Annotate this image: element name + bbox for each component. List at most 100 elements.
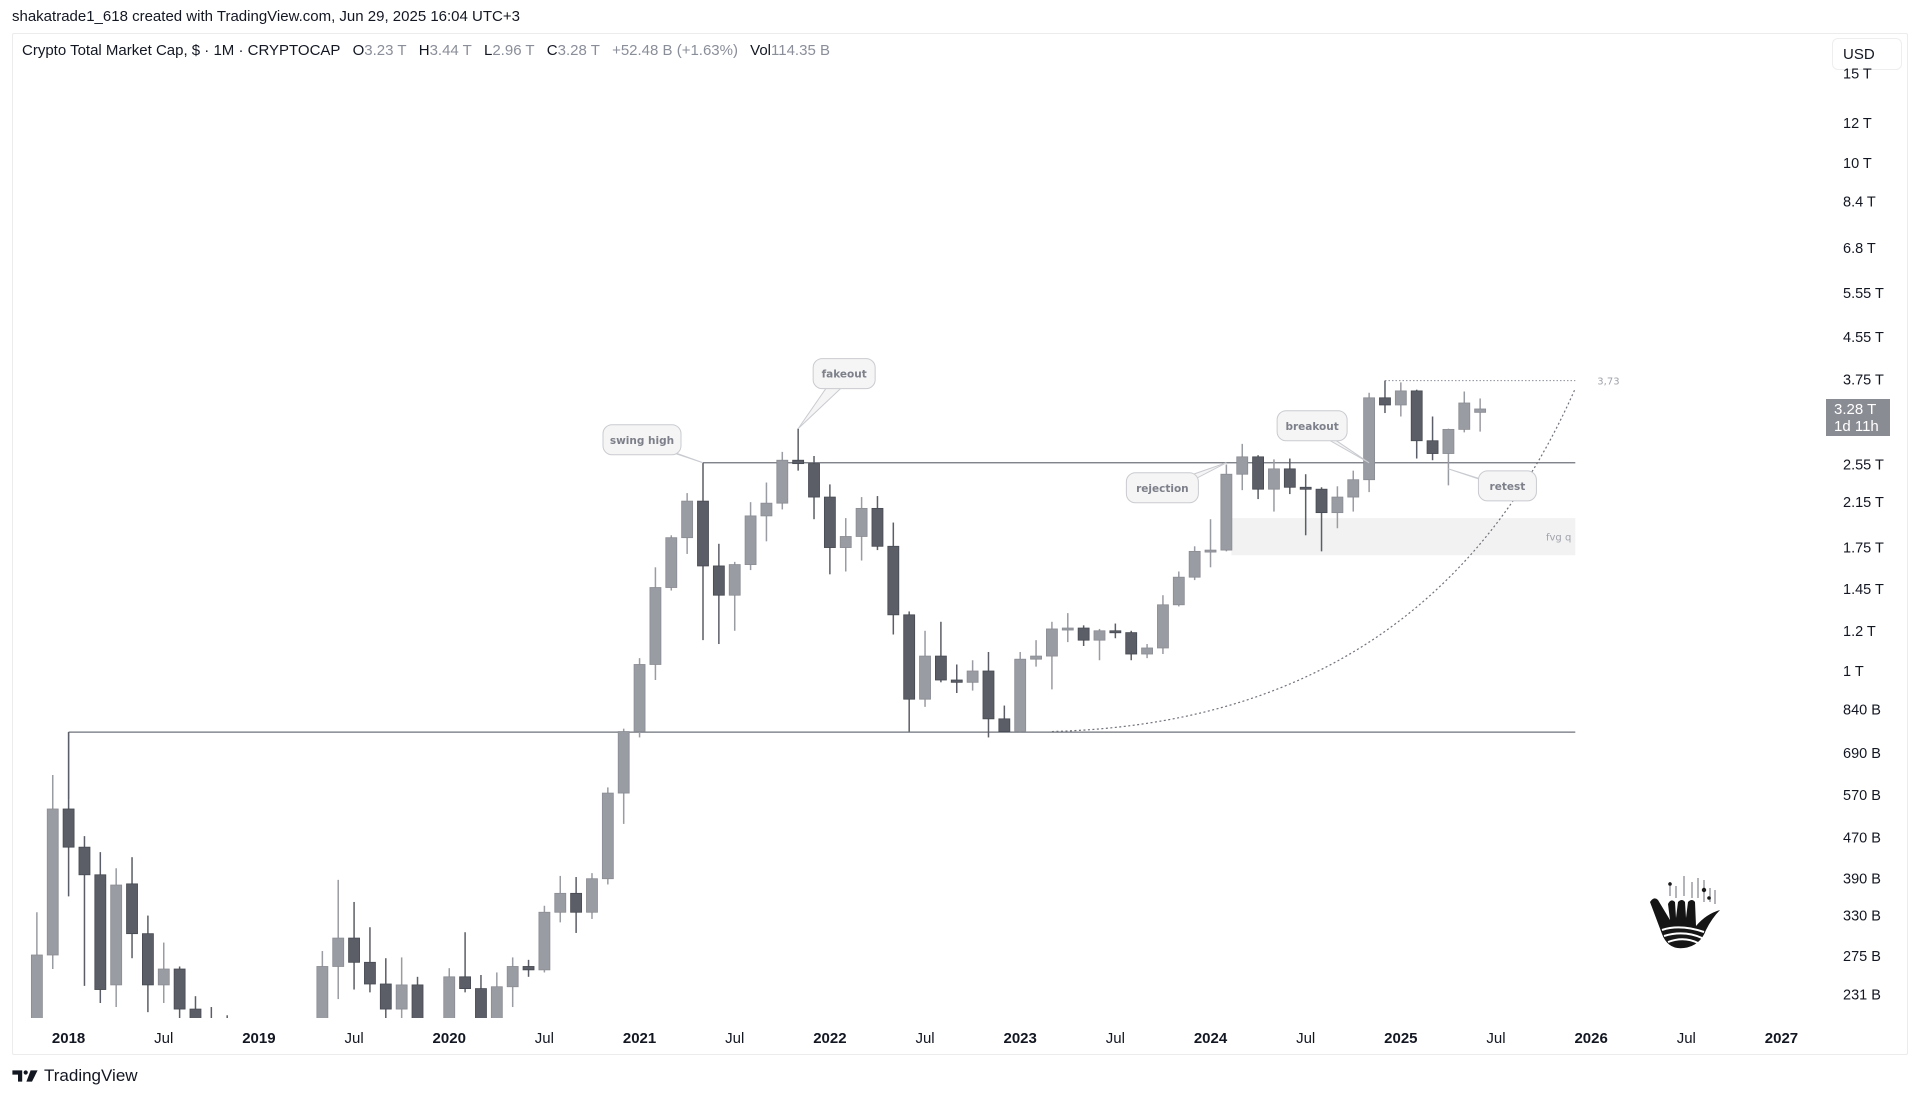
candle-2021-04[interactable]: [681, 493, 694, 554]
candle-2024-09[interactable]: [1331, 486, 1344, 529]
symbol-info-bar: Crypto Total Market Cap, $ · 1M · CRYPTO…: [22, 42, 838, 59]
candle-2025-06[interactable]: [1474, 398, 1487, 432]
candle-2019-05[interactable]: [316, 951, 329, 1054]
candle-2021-08[interactable]: [744, 502, 757, 571]
currency-button[interactable]: USD: [1832, 38, 1902, 70]
symbol-description[interactable]: Crypto Total Market Cap, $ · 1M · CRYPTO…: [22, 42, 341, 59]
candle-2018-07[interactable]: [157, 942, 170, 1004]
fvg-zone[interactable]: [1231, 518, 1576, 556]
volume-value: 114.35 B: [771, 42, 830, 59]
candle-2019-07[interactable]: [348, 901, 360, 990]
annotation-rejection[interactable]: rejection: [1125, 462, 1227, 504]
candle-2021-05[interactable]: [697, 462, 709, 641]
candle-2018-11[interactable]: [222, 1015, 233, 1054]
candle-2019-11[interactable]: [411, 976, 424, 1038]
candle-2018-03[interactable]: [94, 852, 107, 1004]
candle-2019-10[interactable]: [395, 957, 408, 1026]
candle-2020-04[interactable]: [490, 972, 503, 1054]
candle-2023-07[interactable]: [1109, 623, 1122, 639]
annotation-retest[interactable]: retest: [1448, 468, 1537, 502]
candle-2017-12[interactable]: [46, 775, 59, 970]
candle-2023-03[interactable]: [1046, 621, 1058, 690]
annotation-fakeout[interactable]: fakeout: [797, 358, 876, 430]
candle-2023-08[interactable]: [1125, 630, 1138, 661]
candle-2022-04[interactable]: [871, 496, 884, 551]
candle-2020-10[interactable]: [586, 873, 598, 919]
candle-2020-12[interactable]: [617, 728, 630, 824]
candle-2023-12[interactable]: [1188, 546, 1201, 581]
candle-2022-09[interactable]: [950, 664, 963, 694]
candle-2019-08[interactable]: [364, 927, 376, 993]
candle-2023-11[interactable]: [1172, 571, 1185, 607]
candle-2024-04[interactable]: [1252, 455, 1264, 500]
candle-2022-01[interactable]: [823, 484, 836, 575]
candle-2023-04[interactable]: [1061, 613, 1074, 643]
candle-2022-10[interactable]: [966, 660, 979, 691]
candle-2020-01[interactable]: [443, 968, 456, 1040]
candle-2018-09[interactable]: [189, 996, 202, 1037]
candle-2025-01[interactable]: [1394, 382, 1407, 417]
candle-2023-05[interactable]: [1077, 625, 1090, 646]
candle-2018-08[interactable]: [173, 966, 186, 1030]
candle-2018-01[interactable]: [62, 732, 75, 897]
candle-2018-06[interactable]: [141, 915, 154, 1013]
candle-2022-05[interactable]: [887, 522, 900, 635]
candle-2021-10[interactable]: [776, 451, 789, 510]
annotation-swing-high[interactable]: swing high: [602, 424, 704, 464]
candle-2020-11[interactable]: [601, 787, 614, 885]
candle-2025-05[interactable]: [1458, 391, 1471, 433]
candle-2024-03[interactable]: [1236, 443, 1249, 491]
candle-2020-07[interactable]: [538, 905, 551, 973]
candle-2017-11[interactable]: [30, 912, 43, 1054]
candle-2025-03[interactable]: [1426, 416, 1439, 461]
candle-2020-03[interactable]: [475, 975, 487, 1054]
candle-2021-11[interactable]: [792, 428, 805, 471]
candle-2023-06[interactable]: [1093, 628, 1106, 661]
candle-2024-06[interactable]: [1283, 458, 1296, 495]
candle-2020-02[interactable]: [459, 932, 472, 993]
candle-2021-12[interactable]: [808, 456, 820, 520]
candle-2020-05[interactable]: [506, 957, 519, 1008]
candle-2021-06[interactable]: [712, 543, 725, 645]
candle-2025-02[interactable]: [1410, 389, 1423, 459]
candle-2020-09[interactable]: [570, 877, 583, 933]
candle-2020-08[interactable]: [554, 875, 567, 923]
candle-2024-12[interactable]: [1379, 380, 1391, 414]
candle-2021-03[interactable]: [665, 535, 678, 591]
time-axis-label: Jul: [1486, 1030, 1505, 1047]
candle-2024-01[interactable]: [1204, 519, 1217, 568]
candle-2021-09[interactable]: [760, 482, 773, 542]
candle-2025-04[interactable]: [1442, 428, 1455, 486]
candle-2023-01[interactable]: [1014, 651, 1027, 733]
candle-2022-11[interactable]: [982, 651, 995, 738]
candle-2023-02[interactable]: [1030, 640, 1042, 667]
candle-2023-09[interactable]: [1141, 644, 1153, 659]
candle-2021-02[interactable]: [649, 567, 662, 681]
annotation-breakout[interactable]: breakout: [1276, 410, 1370, 464]
candle-2021-01[interactable]: [633, 658, 646, 738]
candle-2018-04[interactable]: [110, 868, 123, 1008]
candle-2022-03[interactable]: [855, 497, 868, 561]
candle-2024-05[interactable]: [1268, 459, 1280, 512]
candle-2024-10[interactable]: [1347, 470, 1360, 512]
candle-2024-11[interactable]: [1363, 392, 1376, 493]
candle-2023-10[interactable]: [1157, 595, 1169, 655]
candle-2022-08[interactable]: [935, 621, 947, 683]
candle-2022-12[interactable]: [998, 705, 1011, 732]
candle-2022-02[interactable]: [839, 518, 852, 572]
candle-2022-07[interactable]: [919, 630, 931, 707]
candle-2018-05[interactable]: [126, 857, 138, 959]
candle-2018-02[interactable]: [78, 836, 91, 986]
plot-area[interactable]: fvg q 3,73 swing high fakeout rejection break…: [30, 358, 1620, 1054]
candle-2019-06[interactable]: [332, 879, 345, 1000]
candle-2024-08[interactable]: [1315, 487, 1328, 552]
candle-2024-02[interactable]: [1220, 464, 1233, 552]
candle-2018-10[interactable]: [206, 1007, 217, 1032]
price-chart[interactable]: fvg q 3,73 swing high fakeout rejection break…: [12, 34, 1908, 1054]
candle-2021-07[interactable]: [728, 561, 741, 631]
candle-2024-07[interactable]: [1299, 474, 1312, 536]
candle-2020-06[interactable]: [522, 959, 535, 977]
candle-2019-04[interactable]: [301, 1037, 312, 1054]
candle-2019-09[interactable]: [379, 958, 392, 1026]
candle-2022-06[interactable]: [903, 611, 916, 732]
